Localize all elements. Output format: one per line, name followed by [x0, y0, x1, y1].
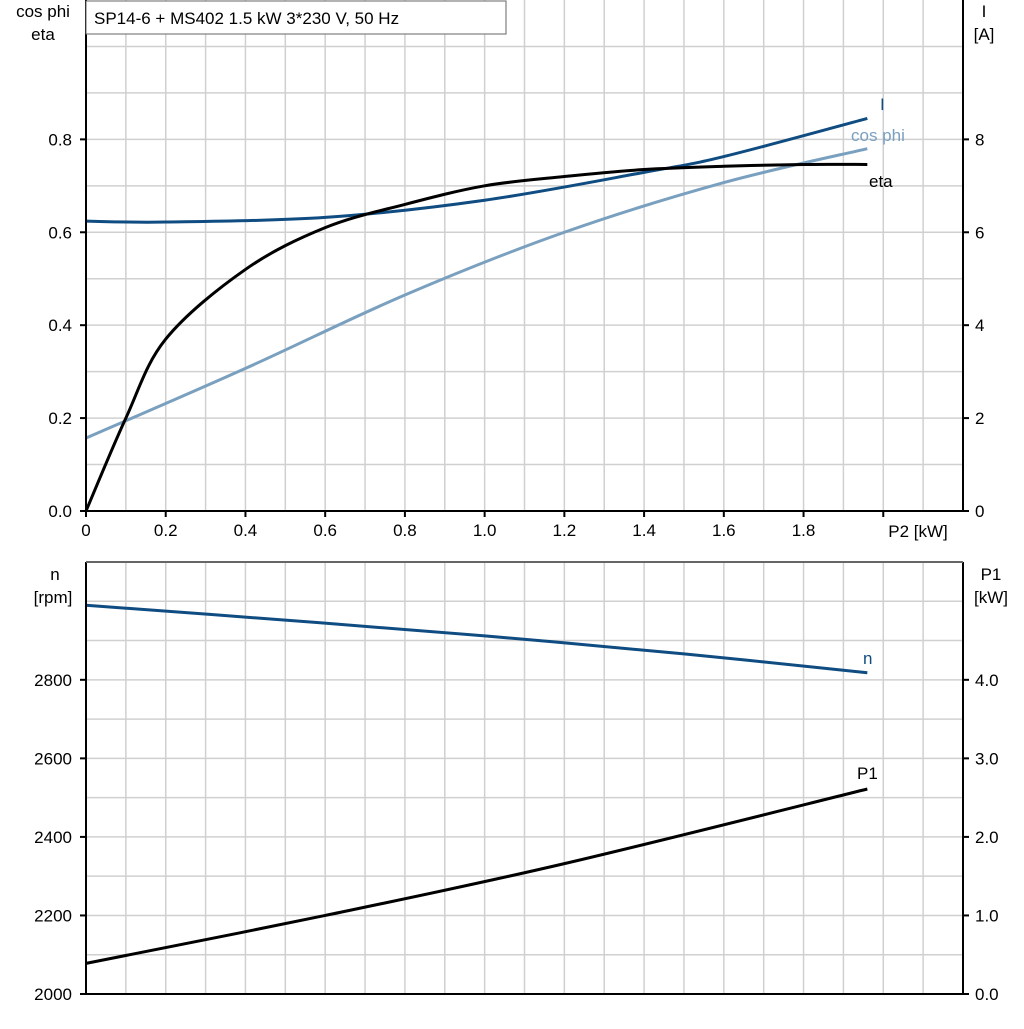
left-tick-label: 0.2	[48, 409, 72, 428]
top-left-axis-label-1: cos phi	[16, 2, 70, 21]
x-tick-label: 1.0	[473, 521, 497, 540]
top-right-axis-label-2: [A]	[974, 25, 995, 44]
tick-labels: 0.0 0.2 0.4 0.6 0.8 0 2 4 6 8 0 0.2 0.4 0.6 0.8 1.0 1.2 1…	[34, 130, 998, 1004]
series-label-I: I	[880, 95, 885, 114]
x-axis-label: P2 [kW]	[888, 522, 948, 541]
series-line-p1	[85, 787, 868, 965]
left-tick-label: 2200	[34, 906, 72, 925]
right-tick-label: 6	[975, 223, 984, 242]
x-tick-label: 0.2	[154, 521, 178, 540]
x-tick-label: 0.8	[393, 521, 417, 540]
chart-title: SP14-6 + MS402 1.5 kW 3*230 V, 50 Hz	[94, 9, 399, 28]
right-tick-label: 4.0	[975, 671, 999, 690]
x-tick-label: 0.6	[313, 521, 337, 540]
left-tick-label: 0.4	[48, 316, 72, 335]
series-line-cos-phi	[85, 147, 868, 440]
series-label-eta: eta	[869, 172, 893, 191]
bottom-left-axis-label-2: [rpm]	[34, 588, 73, 607]
title-box	[85, 0, 507, 35]
right-tick-label: 1.0	[975, 906, 999, 925]
x-tick-label: 1.6	[712, 521, 736, 540]
right-tick-label: 4	[975, 316, 984, 335]
left-tick-label: 2600	[34, 749, 72, 768]
right-tick-label: 2.0	[975, 828, 999, 847]
top-grid	[86, 0, 963, 511]
left-tick-label: 2000	[34, 985, 72, 1004]
left-tick-label: 2800	[34, 671, 72, 690]
right-tick-label: 3.0	[975, 749, 999, 768]
left-tick-label: 0.0	[48, 502, 72, 521]
x-tick-label: 1.4	[632, 521, 656, 540]
left-tick-label: 0.8	[48, 130, 72, 149]
series-label-n: n	[863, 649, 872, 668]
top-left-axis-label-2: eta	[31, 25, 55, 44]
series-label-cos-phi: cos phi	[851, 126, 905, 145]
left-tick-label: 0.6	[48, 223, 72, 242]
x-tick-label: 1.2	[553, 521, 577, 540]
x-tick-label: 0	[81, 521, 90, 540]
right-tick-label: 2	[975, 409, 984, 428]
axes	[80, 0, 969, 995]
bottom-left-axis-label-1: n	[50, 565, 59, 584]
x-tick-label: 1.8	[792, 521, 816, 540]
series-line-eta	[84, 162, 868, 512]
series-line-n	[85, 603, 868, 675]
top-right-axis-label-1: I	[982, 2, 987, 21]
left-tick-label: 2400	[34, 828, 72, 847]
series-label-P1: P1	[857, 764, 878, 783]
bottom-right-axis-label-1: P1	[981, 565, 1002, 584]
right-tick-label: 0	[975, 502, 984, 521]
bottom-right-axis-label-2: [kW]	[974, 588, 1008, 607]
series-line-i	[85, 117, 868, 224]
bottom-grid	[86, 562, 963, 994]
series-lines	[84, 117, 868, 965]
x-tick-label: 0.4	[234, 521, 258, 540]
right-tick-label: 8	[975, 130, 984, 149]
right-tick-label: 0.0	[975, 985, 999, 1004]
